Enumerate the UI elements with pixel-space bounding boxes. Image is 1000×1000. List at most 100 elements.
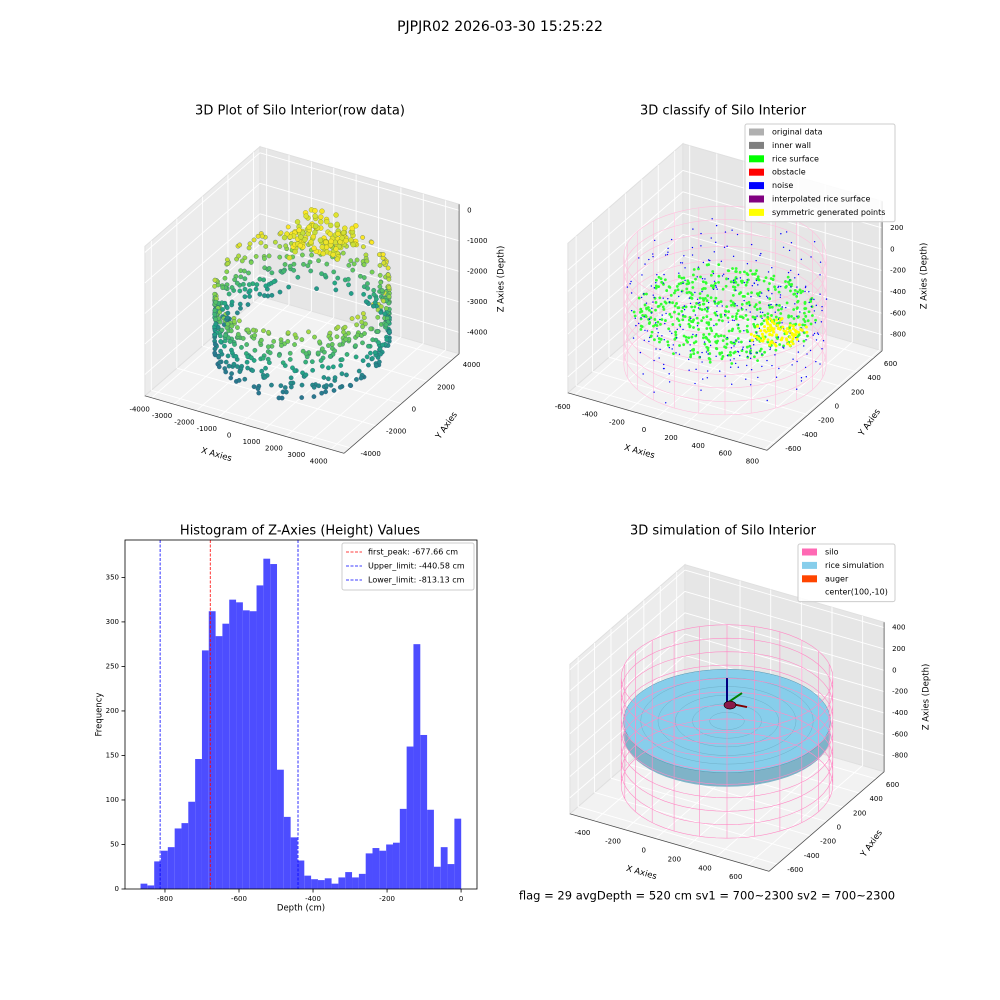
point-cloud	[705, 263, 709, 267]
point-cloud	[225, 353, 231, 359]
y-tick-label: 400	[869, 795, 882, 803]
point-cloud	[377, 263, 383, 268]
point-cloud	[717, 274, 721, 278]
point-cloud	[278, 230, 284, 236]
point-cloud	[762, 279, 766, 283]
point-cloud	[639, 307, 643, 311]
grid-line	[594, 792, 794, 851]
point-cloud	[276, 395, 282, 401]
point-cloud	[791, 364, 793, 366]
point-cloud	[687, 290, 691, 294]
point-cloud	[777, 336, 780, 338]
point-cloud	[378, 304, 384, 309]
y-tick-label: 200	[853, 809, 866, 817]
point-cloud	[245, 302, 251, 307]
point-cloud	[740, 315, 744, 319]
bar	[290, 837, 298, 889]
point-cloud	[711, 270, 715, 273]
bar	[352, 877, 359, 889]
point-cloud	[785, 231, 788, 233]
x-tick-label: -3000	[152, 412, 172, 420]
point-cloud	[701, 302, 705, 306]
point-cloud	[730, 303, 733, 307]
point-cloud	[789, 289, 792, 293]
point-cloud	[750, 338, 754, 342]
point-cloud	[360, 324, 365, 330]
point-cloud	[626, 286, 629, 288]
point-cloud	[808, 291, 810, 293]
point-cloud	[299, 382, 305, 388]
y-tick-label: 350	[106, 573, 119, 581]
legend-label: Lower_limit: -813.13 cm	[368, 576, 465, 585]
y-tick-label: 2000	[437, 383, 455, 391]
point-cloud	[781, 325, 785, 329]
point-cloud	[380, 252, 386, 257]
point-cloud	[213, 299, 219, 305]
point-cloud	[337, 384, 343, 390]
point-cloud	[702, 261, 705, 264]
point-cloud	[656, 320, 660, 324]
point-cloud	[715, 322, 718, 326]
x-tick-label: 0	[227, 432, 231, 440]
z-tick-label: -800	[892, 752, 908, 760]
point-cloud	[808, 301, 810, 304]
point-cloud	[796, 306, 799, 310]
point-cloud	[644, 263, 646, 265]
chart-title: 3D Plot of Silo Interior(row data)	[195, 104, 405, 119]
point-cloud	[660, 280, 664, 284]
point-cloud	[235, 325, 240, 330]
point-cloud	[257, 276, 263, 282]
point-cloud	[645, 307, 649, 311]
point-cloud	[731, 327, 735, 331]
point-cloud	[754, 318, 756, 321]
point-cloud	[252, 348, 258, 353]
point-cloud	[766, 338, 770, 342]
point-cloud	[704, 278, 706, 280]
axis-line	[144, 395, 345, 454]
point-cloud	[670, 315, 673, 319]
x-tick-label: 0	[642, 426, 646, 434]
point-cloud	[277, 254, 283, 260]
point-cloud	[768, 304, 770, 307]
point-cloud	[753, 305, 757, 309]
point-cloud	[696, 351, 700, 354]
point-cloud	[804, 314, 808, 318]
point-cloud	[384, 337, 390, 343]
point-cloud	[682, 334, 686, 338]
point-cloud	[654, 301, 658, 304]
point-cloud	[674, 330, 678, 334]
point-cloud	[635, 324, 637, 327]
legend-swatch	[802, 561, 817, 569]
point-cloud	[667, 285, 671, 289]
point-cloud	[669, 293, 673, 297]
z-tick-label: 400	[892, 624, 905, 632]
point-cloud	[648, 258, 650, 261]
point-cloud	[767, 271, 770, 273]
point-cloud	[816, 332, 819, 334]
point-cloud	[800, 258, 803, 261]
point-cloud	[662, 367, 665, 370]
chart-title: 3D simulation of Silo Interior	[630, 524, 817, 539]
point-cloud	[753, 282, 756, 285]
point-cloud	[650, 330, 654, 334]
point-cloud	[346, 262, 352, 268]
point-cloud	[653, 239, 656, 242]
grid-line	[176, 367, 377, 427]
z-tick-label: -4000	[467, 328, 487, 336]
point-cloud	[227, 339, 233, 344]
point-cloud	[768, 333, 772, 337]
point-cloud	[687, 281, 691, 285]
point-cloud	[713, 335, 717, 338]
point-cloud	[251, 327, 256, 333]
y-tick-label: -2000	[386, 428, 406, 436]
point-cloud	[731, 319, 734, 321]
point-cloud	[766, 297, 769, 299]
point-cloud	[697, 307, 700, 309]
z-tick-label: -800	[890, 331, 906, 339]
point-cloud	[641, 274, 643, 276]
point-cloud	[713, 311, 717, 315]
point-cloud	[374, 296, 379, 302]
point-cloud	[784, 280, 787, 283]
y-tick-label: -600	[787, 866, 803, 874]
point-cloud	[726, 245, 728, 247]
